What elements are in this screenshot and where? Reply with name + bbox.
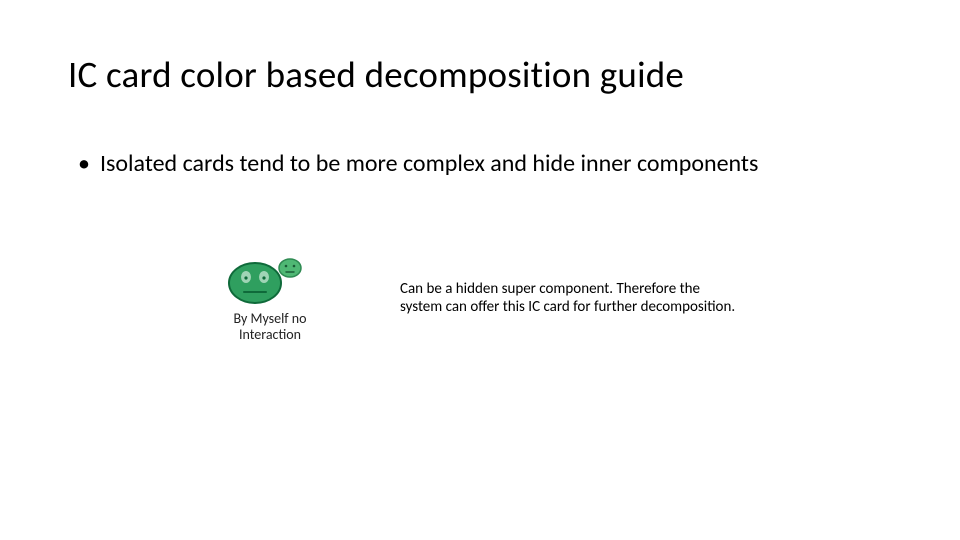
faces-icon [210, 255, 330, 307]
bullet-marker: • [78, 150, 90, 178]
figure-description: Can be a hidden super component. Therefo… [400, 280, 740, 316]
slide-title: IC card color based decomposition guide [68, 52, 684, 97]
bullet-text: Isolated cards tend to be more complex a… [100, 150, 758, 178]
big-face-right-pupil [262, 276, 265, 279]
small-face-left-eye [285, 265, 288, 268]
slide: IC card color based decomposition guide … [0, 0, 960, 540]
caption-line-1: By Myself no [234, 310, 307, 327]
big-face-left-pupil [244, 276, 247, 279]
isolated-card-figure: By Myself no Interaction [210, 255, 330, 343]
small-face-right-eye [293, 265, 296, 268]
figure-caption: By Myself no Interaction [210, 311, 330, 343]
caption-line-2: Interaction [239, 326, 301, 343]
bullet-item: • Isolated cards tend to be more complex… [78, 150, 758, 178]
